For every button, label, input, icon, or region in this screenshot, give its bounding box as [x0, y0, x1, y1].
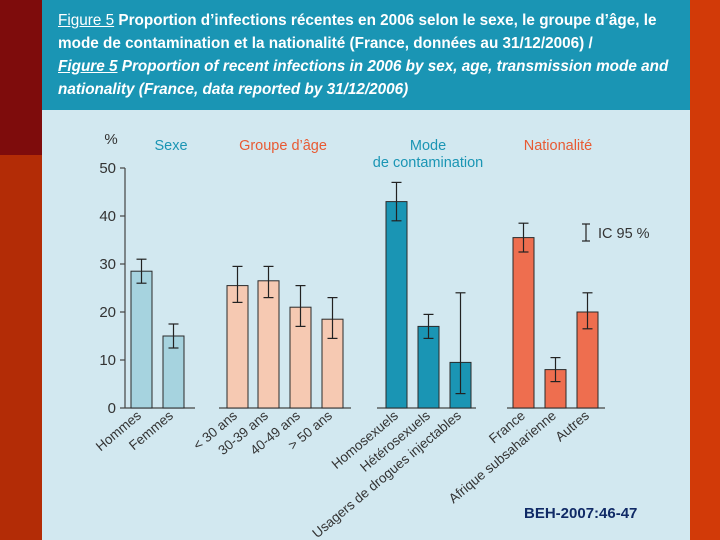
- citation-source: BEH-2007:46-47: [524, 505, 638, 522]
- group-header: Nationalité: [524, 138, 593, 154]
- bar: [512, 237, 535, 409]
- category-label: Autres: [552, 408, 592, 445]
- bar: [385, 201, 408, 409]
- bar: [257, 280, 280, 409]
- bar: [226, 285, 249, 409]
- y-axis-unit: %: [104, 131, 117, 148]
- group-header: Sexe: [154, 138, 187, 154]
- group-header-line2: de contamination: [373, 155, 483, 171]
- group-header: Groupe d’âge: [239, 138, 327, 154]
- left-dark-corner: [0, 0, 42, 155]
- figure-title-fr-text: Proportion d’infections récentes en 2006…: [58, 12, 657, 52]
- figure-title-fr: Figure 5 Proportion d’infections récente…: [58, 9, 684, 55]
- y-tick-label: 10: [99, 352, 116, 369]
- figure-label-en: Figure 5: [58, 58, 118, 75]
- bar: [130, 270, 153, 409]
- y-tick-label: 40: [99, 208, 116, 225]
- group-header-line1: Mode: [410, 138, 446, 154]
- y-tick-label: 30: [99, 256, 116, 273]
- title-banner: [42, 0, 690, 110]
- y-tick-label: 0: [108, 400, 116, 417]
- legend-ci-label: IC 95 %: [598, 226, 650, 242]
- figure-label-fr: Figure 5: [58, 12, 115, 29]
- y-tick-label: 20: [99, 304, 116, 321]
- y-tick-label: 50: [99, 160, 116, 177]
- figure-title-en: Figure 5 Proportion of recent infections…: [58, 55, 684, 101]
- figure-title-en-text: Proportion of recent infections in 2006 …: [58, 58, 669, 98]
